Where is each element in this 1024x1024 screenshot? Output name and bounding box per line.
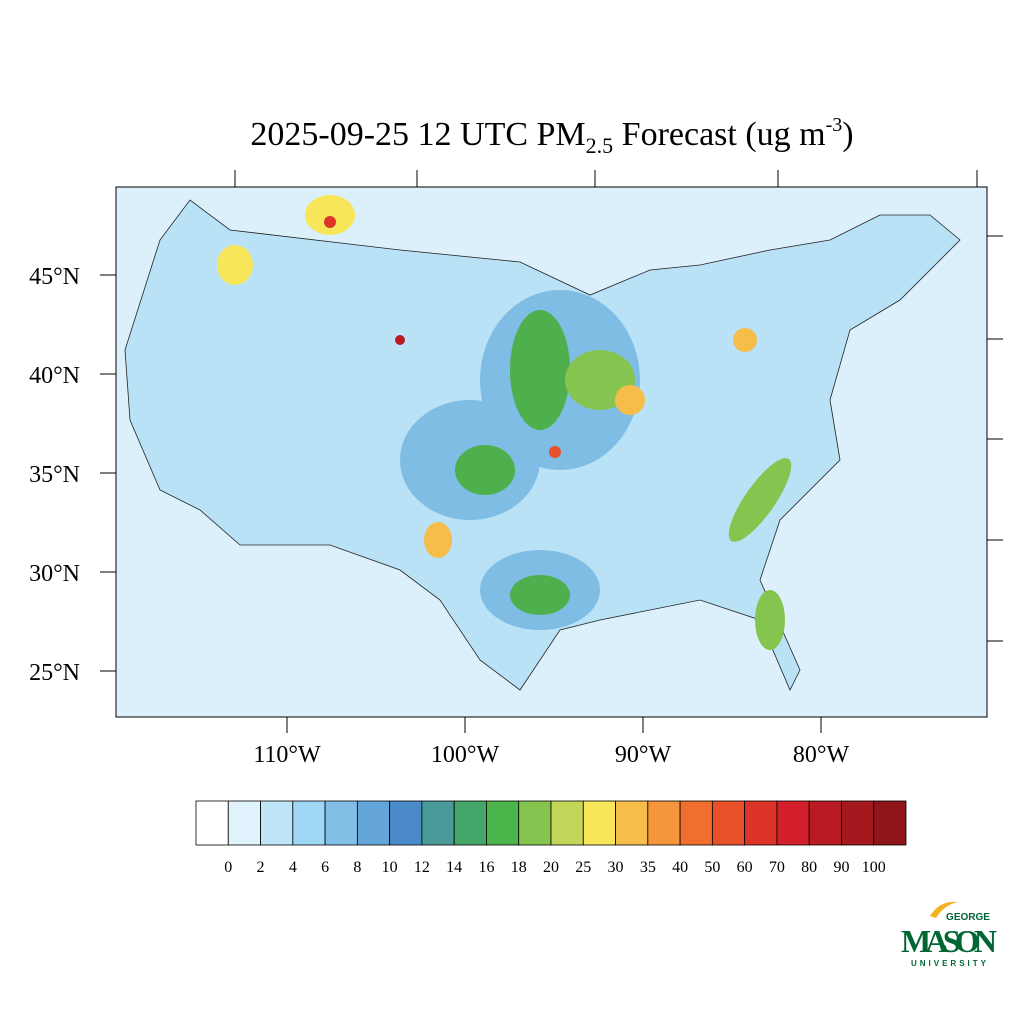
colorbar-box [647,800,681,846]
colorbar-box [776,800,810,846]
colorbar-box [582,800,616,846]
colorbar-label: 2 [257,859,265,876]
lat-label: 25°N [29,660,80,686]
colorbar-box [808,800,842,846]
lon-label: 90°W [615,742,672,768]
colorbar-label: 0 [224,859,232,876]
colorbar-box [615,800,649,846]
axes: 45°N 40°N 35°N 30°N 25°N 110°W 100°W 90°W 80°W [29,264,849,768]
logo-bottom: UNIVERSITY [911,959,989,968]
colorbar-label: 90 [833,859,849,876]
colorbar-box [389,800,423,846]
colorbar-label: 16 [478,859,494,876]
colorbar-label: 18 [511,859,527,876]
colorbar-box [873,800,907,846]
lon-label: 80°W [793,742,850,768]
colorbar-label: 60 [737,859,753,876]
logo-top: GEORGE [946,912,990,923]
colorbar-label: 40 [672,859,688,876]
title-subscript: 2.5 [586,133,614,158]
colorbar-label: 14 [446,859,462,876]
lat-label: 35°N [29,462,80,488]
colorbar-box [195,800,229,846]
colorbar-label: 80 [801,859,817,876]
lat-label: 45°N [29,264,80,290]
colorbar-label: 25 [575,859,591,876]
colorbar-box [260,800,294,846]
colorbar-box [744,800,778,846]
colorbar-box [841,800,875,846]
map [115,170,1003,718]
colorbar-box [356,800,391,846]
colorbar-label: 6 [321,859,329,876]
colorbar-label: 70 [769,859,785,876]
colorbar-box [486,800,520,846]
colorbar-label: 12 [414,859,430,876]
colorbar-label: 50 [704,859,720,876]
title-superscript: -3 [826,114,843,136]
logo-main: MASON [901,923,997,959]
colorbar-box [711,800,746,846]
title-text: 2025-09-25 12 UTC PM [250,116,585,153]
colorbar-box [550,800,584,846]
colorbar-label: 20 [543,859,559,876]
title-text: ) [842,116,853,153]
logo: GEORGE MASON UNIVERSITY [901,901,997,968]
colorbar-box [227,800,261,846]
colorbar-box [292,800,326,846]
colorbar-box [421,800,455,846]
lat-label: 40°N [29,363,80,389]
colorbar-box [518,800,552,846]
colorbar-label: 4 [289,859,297,876]
title: 2025-09-25 12 UTC PM2.5 Forecast (ug m-3… [250,114,853,158]
colorbar-label: 100 [862,859,886,876]
colorbar-box [679,800,713,846]
colorbar-label: 10 [382,859,398,876]
lat-label: 30°N [29,561,80,587]
colorbar-label: 30 [608,859,624,876]
colorbar-box [324,800,358,846]
colorbar-box [453,800,487,846]
lon-label: 110°W [253,742,321,768]
colorbar: 0 2 4 6 8 10 12 14 16 18 20 25 30 35 40 50 60 70 80 90 100 [195,800,907,876]
lon-label: 100°W [431,742,500,768]
title-text: Forecast (ug m [613,116,825,153]
colorbar-label: 8 [353,859,361,876]
colorbar-label: 35 [640,859,656,876]
